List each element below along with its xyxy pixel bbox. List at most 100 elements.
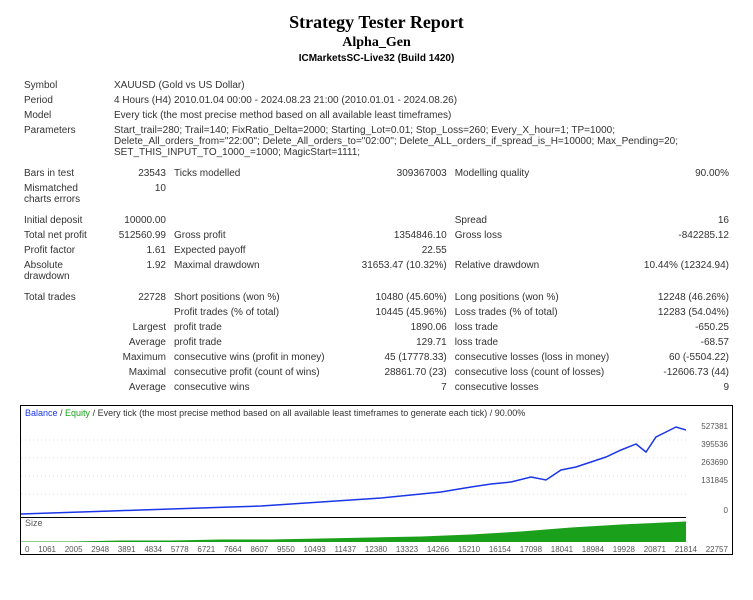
chart-desc: Every tick (the most precise method base… <box>98 408 526 418</box>
val-avgclosses: 9 <box>620 380 733 395</box>
lbl-maximal: Maximal <box>110 365 170 380</box>
lbl-netprofit: Total net profit <box>20 228 110 243</box>
xaxis-tick: 3891 <box>118 545 136 554</box>
val-avgloss: -68.57 <box>620 335 733 350</box>
lbl-maxdd: Maximal drawdown <box>170 258 336 284</box>
lbl-short: Short positions (won %) <box>170 290 336 305</box>
ylabel-4: 0 <box>724 506 728 515</box>
xaxis-tick: 13323 <box>396 545 418 554</box>
chart-header: Balance / Equity / Every tick (the most … <box>21 406 732 420</box>
val-mismatch: 10 <box>110 181 170 207</box>
lbl-conswins: consecutive wins (profit in money) <box>170 350 336 365</box>
lbl-model: Model <box>20 108 110 123</box>
xaxis-tick: 15210 <box>458 545 480 554</box>
lbl-grossprofit: Gross profit <box>170 228 336 243</box>
xaxis-tick: 5778 <box>171 545 189 554</box>
lbl-quality: Modelling quality <box>451 166 620 181</box>
val-initdep: 10000.00 <box>110 213 170 228</box>
lbl-mismatch: Mismatched charts errors <box>20 181 110 207</box>
val-ticks: 309367003 <box>336 166 451 181</box>
size-curve <box>21 520 686 542</box>
xaxis-tick: 10493 <box>304 545 326 554</box>
val-long: 12248 (46.26%) <box>620 290 733 305</box>
lbl-losstrades: Loss trades (% of total) <box>451 305 620 320</box>
lbl-conswinslbl: consecutive wins <box>170 380 336 395</box>
lbl-consloss: consecutive losses (loss in money) <box>451 350 620 365</box>
lbl-conslosseslbl: consecutive losses <box>451 380 620 395</box>
lbl-pfactor: Profit factor <box>20 243 110 258</box>
info-table: Symbol XAUUSD (Gold vs US Dollar) Period… <box>20 78 733 395</box>
x-axis: 0106120052948389148345778672176648607955… <box>21 545 732 554</box>
xaxis-tick: 18984 <box>582 545 604 554</box>
val-largestprof: 1890.06 <box>336 320 451 335</box>
val-pfactor: 1.61 <box>110 243 170 258</box>
server-info: ICMarketsSC-Live32 (Build 1420) <box>20 53 733 64</box>
ylabel-2: 263690 <box>701 458 728 467</box>
val-maxdd: 31653.47 (10.32%) <box>336 258 451 284</box>
val-proftrades: 10445 (45.96%) <box>336 305 451 320</box>
xaxis-tick: 11437 <box>334 545 356 554</box>
xaxis-tick: 1061 <box>38 545 56 554</box>
lbl-largest: Largest <box>110 320 170 335</box>
val-maxprofit: 28861.70 (23) <box>336 365 451 380</box>
xaxis-tick: 14266 <box>427 545 449 554</box>
xaxis-tick: 9550 <box>277 545 295 554</box>
val-absdd: 1.92 <box>110 258 170 284</box>
balance-curve <box>21 422 686 517</box>
xaxis-tick: 22757 <box>706 545 728 554</box>
val-maxlosses: 60 (-5504.22) <box>620 350 733 365</box>
val-period: 4 Hours (H4) 2010.01.04 00:00 - 2024.08.… <box>110 93 733 108</box>
report-title: Strategy Tester Report <box>20 12 733 33</box>
lbl-symbol: Symbol <box>20 78 110 93</box>
lbl-totaltrades: Total trades <box>20 290 110 305</box>
val-largestloss: -650.25 <box>620 320 733 335</box>
lbl-average1: Average <box>110 335 170 350</box>
xaxis-tick: 21814 <box>675 545 697 554</box>
lbl-period: Period <box>20 93 110 108</box>
val-avgprof: 129.71 <box>336 335 451 350</box>
lbl-proftrade: profit trade <box>170 320 336 335</box>
lbl-absdd: Absolute drawdown <box>20 258 110 284</box>
lbl-conslossc: consecutive loss (count of losses) <box>451 365 620 380</box>
xaxis-tick: 12380 <box>365 545 387 554</box>
lbl-long: Long positions (won %) <box>451 290 620 305</box>
lbl-ticks: Ticks modelled <box>170 166 336 181</box>
chart-equity-label: Equity <box>65 408 90 418</box>
xaxis-tick: 20871 <box>644 545 666 554</box>
val-avgcwins: 7 <box>336 380 451 395</box>
xaxis-tick: 7664 <box>224 545 242 554</box>
xaxis-tick: 17098 <box>520 545 542 554</box>
lbl-spread: Spread <box>451 213 620 228</box>
val-symbol: XAUUSD (Gold vs US Dollar) <box>110 78 733 93</box>
lbl-proftrade2: profit trade <box>170 335 336 350</box>
val-reldd: 10.44% (12324.94) <box>620 258 733 284</box>
lbl-expected: Expected payoff <box>170 243 336 258</box>
lbl-losstrade: loss trade <box>451 320 620 335</box>
xaxis-tick: 0 <box>25 545 29 554</box>
val-spread: 16 <box>620 213 733 228</box>
val-parameters: Start_trail=280; Trail=140; FixRatio_Del… <box>110 123 733 160</box>
ea-name: Alpha_Gen <box>20 35 733 51</box>
xaxis-tick: 16154 <box>489 545 511 554</box>
lbl-proftrades: Profit trades (% of total) <box>170 305 336 320</box>
val-maxlossc: -12606.73 (44) <box>620 365 733 380</box>
lbl-grossloss: Gross loss <box>451 228 620 243</box>
val-short: 10480 (45.60%) <box>336 290 451 305</box>
ylabel-0: 527381 <box>701 422 728 431</box>
val-losstrades: 12283 (54.04%) <box>620 305 733 320</box>
val-maxwins: 45 (17778.33) <box>336 350 451 365</box>
lbl-initdep: Initial deposit <box>20 213 110 228</box>
lbl-average2: Average <box>110 380 170 395</box>
ylabel-3: 131845 <box>701 476 728 485</box>
val-quality: 90.00% <box>620 166 733 181</box>
lbl-bars: Bars in test <box>20 166 110 181</box>
equity-chart: Balance / Equity / Every tick (the most … <box>20 405 733 555</box>
xaxis-tick: 4834 <box>144 545 162 554</box>
lbl-reldd: Relative drawdown <box>451 258 620 284</box>
val-grossloss: -842285.12 <box>620 228 733 243</box>
xaxis-tick: 18041 <box>551 545 573 554</box>
xaxis-tick: 2948 <box>91 545 109 554</box>
ylabel-1: 395536 <box>701 440 728 449</box>
val-model: Every tick (the most precise method base… <box>110 108 733 123</box>
xaxis-tick: 8607 <box>250 545 268 554</box>
